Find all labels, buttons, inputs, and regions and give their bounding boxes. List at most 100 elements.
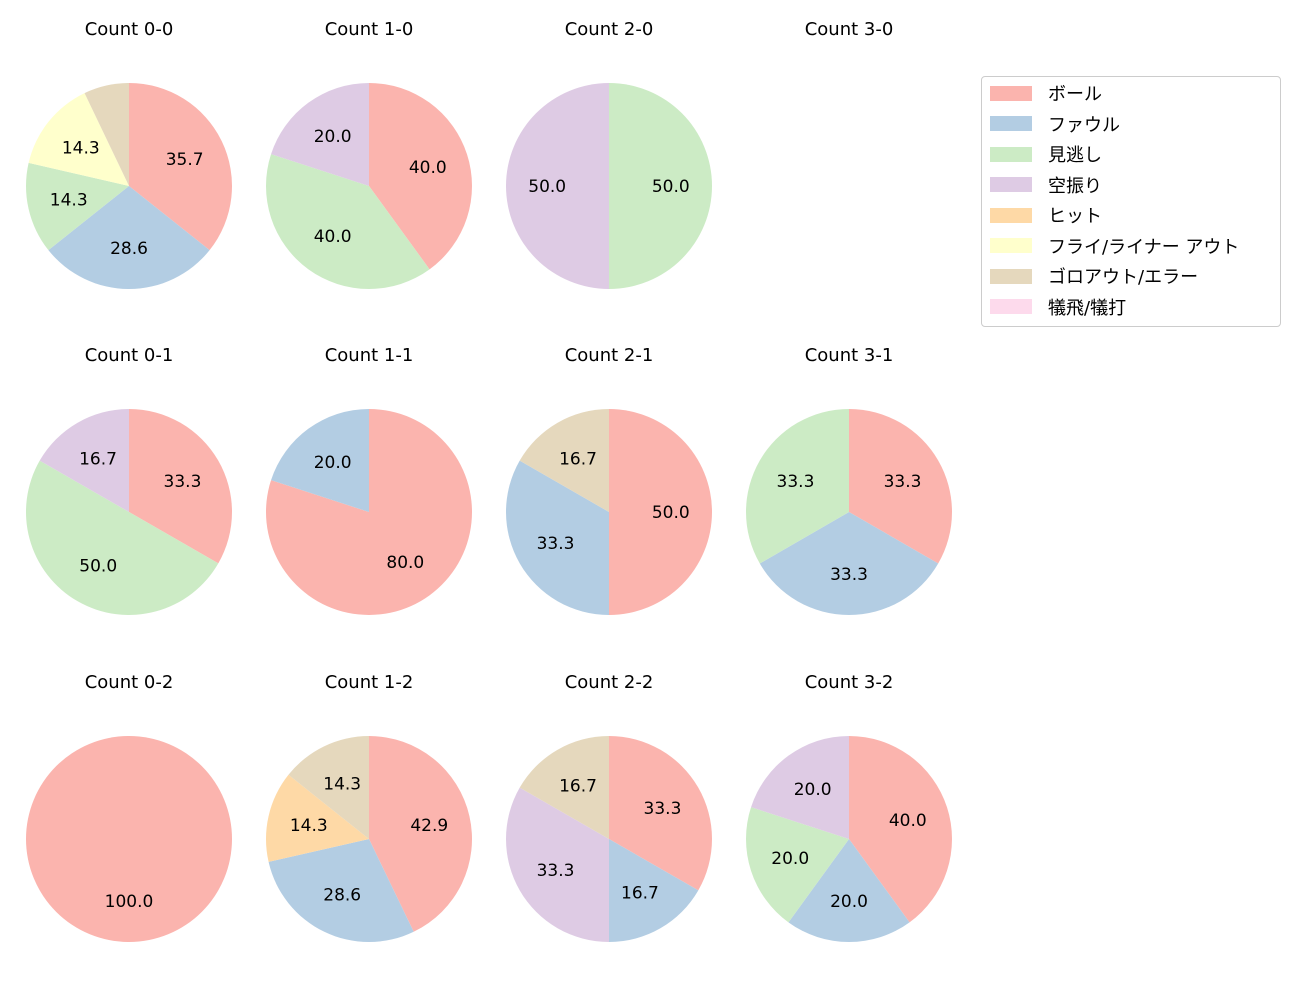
pie-slice	[271, 409, 369, 512]
pie-slice	[609, 409, 712, 615]
pie-slice	[369, 83, 473, 270]
legend-label: ファウル	[1048, 114, 1120, 136]
legend-swatch	[990, 238, 1032, 253]
pie-slice	[48, 186, 210, 289]
slice-label: 33.3	[777, 472, 815, 492]
slice-label: 40.0	[314, 227, 352, 247]
slice-label: 20.0	[771, 849, 809, 869]
legend-swatch	[990, 116, 1032, 131]
pie-title: Count 0-0	[85, 19, 174, 40]
pie-slice	[609, 736, 712, 891]
legend-label: 犠飛/犠打	[1048, 297, 1127, 319]
slice-label: 14.3	[290, 816, 328, 836]
pie-title: Count 1-0	[325, 19, 414, 40]
slice-label: 33.3	[537, 534, 575, 554]
slice-label: 50.0	[79, 557, 117, 577]
pie-slice	[26, 736, 232, 942]
slice-label: 50.0	[528, 177, 566, 197]
legend-item: ファウル	[990, 112, 1120, 136]
slice-label: 28.6	[110, 239, 148, 259]
slice-label: 16.7	[559, 450, 597, 470]
legend-item: フライ/ライナー アウト	[990, 234, 1239, 258]
pie-title: Count 0-1	[85, 345, 174, 366]
slice-label: 20.0	[830, 892, 868, 912]
legend-item: 見逃し	[990, 142, 1102, 166]
legend-swatch	[990, 299, 1032, 314]
pie-slice	[746, 807, 849, 923]
slice-label: 42.9	[410, 816, 448, 836]
pie-slice	[129, 409, 233, 564]
slice-label: 100.0	[105, 892, 154, 912]
legend-swatch	[990, 207, 1032, 223]
pie-slice	[505, 787, 609, 942]
pie-slice	[265, 774, 369, 862]
legend-label: ボール	[1048, 84, 1102, 105]
legend-item: ボール	[990, 81, 1102, 105]
slice-label: 50.0	[652, 177, 690, 197]
slice-label: 40.0	[889, 811, 927, 831]
legend-label: ゴロアウト/エラー	[1048, 267, 1199, 288]
pie-slice	[506, 83, 609, 289]
slice-label: 16.7	[79, 450, 117, 470]
pie-title: Count 2-1	[565, 345, 654, 366]
pie-slice	[609, 83, 712, 289]
pie-slice	[39, 409, 129, 512]
pie-slice	[28, 93, 129, 186]
pie-slice	[266, 154, 430, 289]
legend-label: 見逃し	[1048, 145, 1102, 166]
legend-label: 空振り	[1048, 175, 1102, 197]
pie-title: Count 3-2	[805, 672, 894, 693]
pie-title: Count 0-2	[85, 672, 174, 693]
slice-label: 33.3	[537, 861, 575, 881]
slice-label: 14.3	[323, 774, 361, 794]
slice-label: 50.0	[652, 503, 690, 523]
pie-slice	[129, 83, 232, 251]
legend-swatch	[990, 146, 1032, 162]
slice-label: 33.3	[644, 799, 682, 819]
pie-slice	[84, 83, 129, 186]
pie-slice	[271, 83, 369, 186]
pie-slice	[751, 736, 849, 839]
slice-label: 20.0	[314, 127, 352, 147]
pie-title: Count 2-2	[565, 672, 654, 693]
pie-slice	[369, 736, 473, 932]
slice-label: 35.7	[166, 150, 204, 170]
pie-slice	[268, 839, 414, 943]
slice-label: 33.3	[164, 472, 202, 492]
pie-slice	[759, 512, 939, 615]
pie-slice	[609, 839, 699, 942]
pie-title: Count 3-1	[805, 345, 894, 366]
slice-label: 20.0	[314, 453, 352, 473]
legend-item: ヒット	[990, 203, 1102, 227]
pie-slice	[519, 736, 609, 839]
pie-slice	[505, 460, 609, 615]
legend-item: 空振り	[990, 173, 1102, 197]
legend-item: ゴロアウト/エラー	[990, 264, 1198, 288]
slice-label: 14.3	[62, 138, 100, 158]
slice-label: 80.0	[386, 553, 424, 573]
pie-slice	[849, 409, 952, 564]
pie-slice	[288, 736, 369, 839]
slice-label: 33.3	[830, 565, 868, 585]
legend-swatch	[990, 268, 1032, 284]
pie-slice	[26, 162, 129, 251]
slice-label: 33.3	[884, 472, 922, 492]
pie-title: Count 3-0	[805, 19, 894, 40]
pie-slice	[788, 839, 910, 942]
pie-slice	[519, 409, 609, 512]
legend-label: ヒット	[1048, 206, 1102, 227]
slice-label: 40.0	[409, 158, 447, 178]
slice-label: 16.7	[621, 883, 659, 903]
legend-swatch	[990, 85, 1032, 101]
pie-title: Count 2-0	[565, 19, 654, 40]
slice-label: 28.6	[323, 886, 361, 906]
pie-title: Count 1-2	[325, 672, 414, 693]
pie-title: Count 1-1	[325, 345, 414, 366]
legend-item: 犠飛/犠打	[990, 295, 1126, 319]
slice-label: 20.0	[794, 780, 832, 800]
pie-slice	[745, 409, 849, 564]
legend-label: フライ/ライナー アウト	[1048, 236, 1240, 258]
pie-slice	[849, 736, 953, 923]
